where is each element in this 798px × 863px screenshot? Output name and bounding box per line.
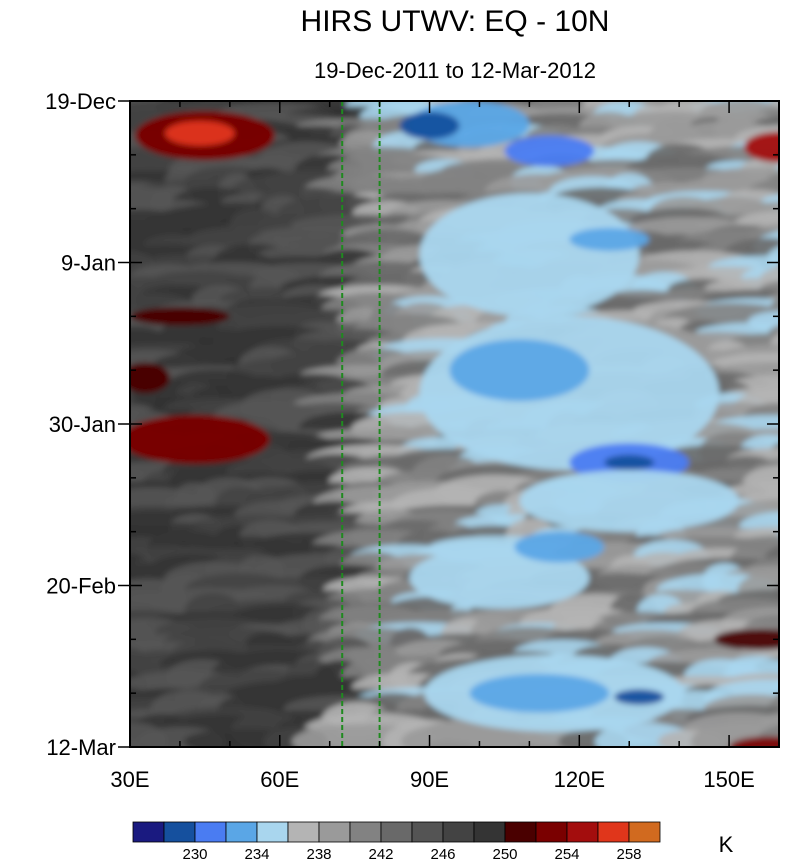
x-axis: 30E 60E 90E 120E 150E <box>110 101 780 792</box>
y-axis: 19-Dec 9-Jan 30-Jan 20-Feb 12-Mar <box>45 89 779 760</box>
colorbar-box <box>442 821 475 843</box>
colorbar-box <box>318 821 351 843</box>
colorbar-box <box>256 821 289 843</box>
chart-subtitle: 19-Dec-2011 to 12-Mar-2012 <box>314 58 596 83</box>
y-tick-label: 9-Jan <box>61 251 116 276</box>
colorbar-box <box>132 821 165 843</box>
colorbar-box <box>535 821 568 843</box>
colorbar-box <box>225 821 258 843</box>
field-patch <box>409 547 590 609</box>
field-cell <box>788 554 798 585</box>
field-patch <box>729 736 779 747</box>
field-patch <box>130 307 230 326</box>
field-cell <box>778 621 779 625</box>
x-tick-label: 30E <box>110 767 149 792</box>
chart-title: HIRS UTWV: EQ - 10N <box>301 5 610 38</box>
field-patch <box>514 531 605 563</box>
field-patch <box>130 414 270 464</box>
colorbar-label: 230 <box>182 846 207 863</box>
field-patch <box>504 135 595 167</box>
colorbar-box <box>163 821 196 843</box>
field-patch <box>399 111 460 140</box>
field-cell <box>787 666 798 688</box>
field-patch <box>165 121 235 146</box>
field-cell <box>777 264 779 272</box>
contour-field <box>130 101 798 747</box>
field-cell <box>789 346 798 383</box>
colorbar-label: 254 <box>554 846 579 863</box>
field-cell <box>785 304 798 340</box>
field-cell <box>790 466 798 501</box>
colorbar-box <box>194 821 227 843</box>
colorbar-box <box>473 821 506 843</box>
y-tick-label: 19-Dec <box>45 89 116 114</box>
colorbar: 230 234 238 242 246 250 254 258 <box>132 821 661 863</box>
field-patch <box>130 362 170 394</box>
field-cell <box>792 422 798 458</box>
colorbar-box <box>597 821 630 843</box>
colorbar-label: 250 <box>492 846 517 863</box>
x-tick-label: 120E <box>554 767 605 792</box>
y-tick-label: 12-Mar <box>46 735 116 760</box>
x-tick-label: 90E <box>410 767 449 792</box>
colorbar-box <box>287 821 320 843</box>
field-patch <box>519 470 739 532</box>
field-patch <box>714 628 779 651</box>
field-cell <box>790 385 798 409</box>
colorbar-label: 238 <box>306 846 331 863</box>
y-tick-label: 20-Feb <box>46 574 116 599</box>
field-cell <box>778 416 779 421</box>
field-patch <box>614 689 665 705</box>
field-patch <box>419 316 720 471</box>
field-patch <box>604 454 655 471</box>
x-tick-label: 60E <box>260 767 299 792</box>
colorbar-unit: K <box>719 832 734 857</box>
colorbar-box <box>504 821 537 843</box>
colorbar-box <box>349 821 382 843</box>
field-patch <box>569 227 650 251</box>
colorbar-label: 246 <box>430 846 455 863</box>
field-patch <box>449 339 590 402</box>
colorbar-label: 258 <box>616 846 641 863</box>
field-patch <box>419 193 640 317</box>
field-cell <box>776 533 779 541</box>
field-patch <box>744 131 779 163</box>
colorbar-label: 234 <box>244 846 269 863</box>
field-cell <box>779 621 798 647</box>
colorbar-box <box>628 821 661 843</box>
field-patch <box>469 674 610 713</box>
y-tick-label: 30-Jan <box>49 412 116 437</box>
colorbar-label: 242 <box>368 846 393 863</box>
plot-area <box>130 101 798 747</box>
colorbar-box <box>566 821 599 843</box>
reference-lines <box>341 101 381 747</box>
colorbar-box <box>411 821 444 843</box>
colorbar-box <box>380 821 413 843</box>
x-tick-label: 150E <box>703 767 754 792</box>
